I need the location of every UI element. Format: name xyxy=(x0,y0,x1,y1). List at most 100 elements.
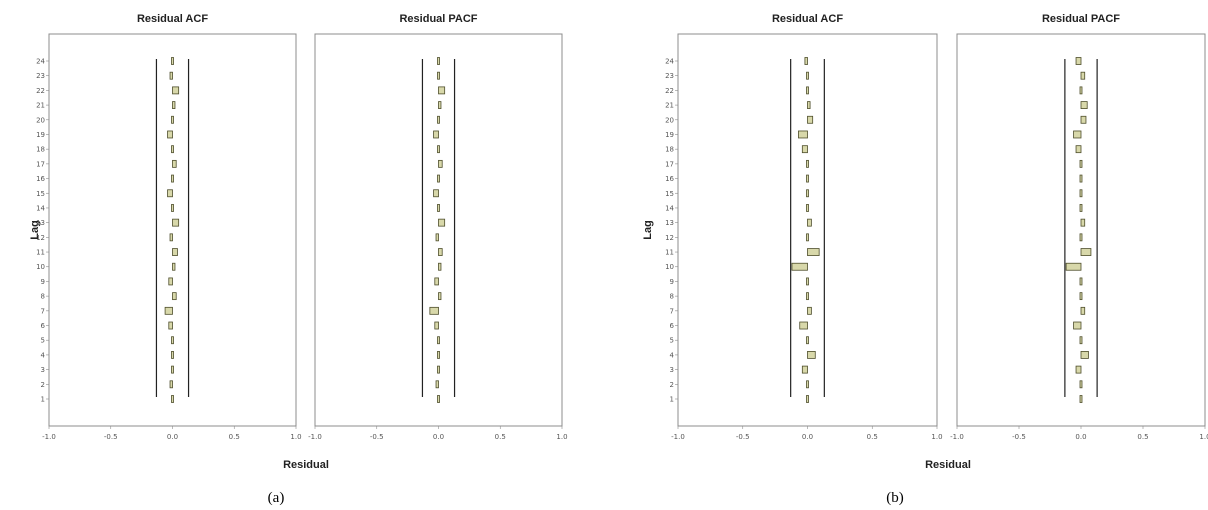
y-tick-label: 8 xyxy=(41,293,45,301)
acf-bar xyxy=(172,292,177,301)
x-axis-title-a: Residual xyxy=(283,459,329,471)
acf-bar xyxy=(1079,336,1083,345)
acf-bar xyxy=(807,218,812,227)
x-tick-label: 1.0 xyxy=(1199,433,1208,441)
y-tick-label: 15 xyxy=(36,190,45,198)
y-tick-label: 15 xyxy=(665,190,674,198)
x-tick-label: 0.0 xyxy=(167,433,178,441)
acf-bar xyxy=(801,365,808,374)
acf-bar xyxy=(171,365,174,374)
acf-bar xyxy=(172,159,177,168)
y-tick-label: 4 xyxy=(670,351,675,359)
acf-bar xyxy=(437,365,440,374)
acf-bar xyxy=(1080,218,1086,227)
acf-bar xyxy=(1073,130,1082,139)
acf-bar xyxy=(1080,248,1092,256)
x-tick-label: 0.5 xyxy=(1137,433,1148,441)
chart-panel: Residual ACF1234567891011121314151617181… xyxy=(36,13,301,441)
y-tick-label: 1 xyxy=(670,396,674,404)
acf-bar xyxy=(799,321,808,330)
y-tick-label: 9 xyxy=(670,278,674,286)
acf-bar xyxy=(806,189,809,198)
acf-bar xyxy=(437,57,440,65)
y-tick-label: 13 xyxy=(36,219,45,227)
y-tick-label: 7 xyxy=(41,307,45,315)
chart-panel: Residual ACF1234567891011121314151617181… xyxy=(665,13,942,441)
acf-bar xyxy=(438,159,443,168)
y-tick-label: 3 xyxy=(670,366,674,374)
acf-bar xyxy=(1080,351,1089,359)
acf-bar xyxy=(437,145,440,154)
y-tick-label: 14 xyxy=(36,204,45,212)
acf-bar xyxy=(1073,321,1082,330)
acf-bar xyxy=(1079,233,1083,242)
acf-bar xyxy=(804,57,808,65)
acf-bar xyxy=(438,218,446,227)
acf-bar xyxy=(806,159,809,168)
panel-title: Residual ACF xyxy=(772,13,843,25)
y-tick-label: 13 xyxy=(665,219,674,227)
y-tick-label: 21 xyxy=(665,102,674,110)
acf-bar xyxy=(807,351,816,359)
y-tick-label: 5 xyxy=(41,337,45,345)
acf-bar xyxy=(438,248,443,256)
plot-frame xyxy=(956,33,1206,427)
acf-bar xyxy=(435,233,439,242)
acf-bar xyxy=(1079,380,1083,389)
acf-bar xyxy=(168,321,173,330)
x-axis-title-b: Residual xyxy=(925,459,971,471)
x-tick-label: 1.0 xyxy=(290,433,301,441)
acf-bar xyxy=(806,204,809,212)
acf-bar xyxy=(1079,174,1083,183)
acf-bar xyxy=(168,277,173,286)
y-tick-label: 16 xyxy=(36,175,45,183)
panel-title: Residual PACF xyxy=(399,13,477,25)
plot-frame xyxy=(314,33,563,427)
y-tick-label: 20 xyxy=(36,116,45,124)
y-tick-label: 2 xyxy=(670,381,674,389)
acf-bar xyxy=(437,204,440,212)
y-tick-label: 6 xyxy=(670,322,675,330)
acf-bar xyxy=(438,86,446,95)
y-tick-label: 8 xyxy=(670,293,674,301)
acf-bar xyxy=(1080,306,1086,315)
acf-bar xyxy=(438,101,442,109)
acf-bar xyxy=(434,321,439,330)
y-tick-label: 17 xyxy=(36,160,45,168)
figure-caption-b: (b) xyxy=(886,490,904,506)
acf-bar xyxy=(806,395,809,403)
y-tick-label: 24 xyxy=(36,58,45,66)
x-tick-label: 1.0 xyxy=(556,433,567,441)
y-tick-label: 7 xyxy=(670,307,674,315)
acf-bar xyxy=(438,262,442,271)
acf-bar xyxy=(807,306,812,315)
acf-bar xyxy=(1079,159,1083,168)
acf-bar xyxy=(438,292,442,301)
x-tick-label: -1.0 xyxy=(42,433,56,441)
x-tick-label: -1.0 xyxy=(308,433,322,441)
acf-bar xyxy=(429,306,439,315)
acf-bar xyxy=(171,174,174,183)
acf-bar xyxy=(1079,189,1083,198)
x-tick-label: -0.5 xyxy=(104,433,118,441)
acf-bar xyxy=(1079,292,1083,301)
plot-frame xyxy=(48,33,297,427)
y-tick-label: 12 xyxy=(36,234,45,242)
y-tick-label: 22 xyxy=(36,87,45,95)
x-tick-label: 0.5 xyxy=(495,433,506,441)
x-tick-label: -1.0 xyxy=(671,433,685,441)
acf-bar xyxy=(437,115,440,124)
acf-bar xyxy=(171,336,174,345)
acf-bar xyxy=(1065,262,1082,271)
y-tick-label: 5 xyxy=(670,337,674,345)
x-tick-label: 1.0 xyxy=(931,433,942,441)
acf-bar xyxy=(807,115,814,124)
acf-bar xyxy=(1079,395,1083,403)
acf-bar xyxy=(435,380,439,389)
y-tick-label: 23 xyxy=(36,72,45,80)
x-tick-label: -1.0 xyxy=(950,433,964,441)
y-tick-label: 3 xyxy=(41,366,45,374)
acf-bar xyxy=(1075,57,1082,65)
y-tick-label: 11 xyxy=(665,249,674,257)
